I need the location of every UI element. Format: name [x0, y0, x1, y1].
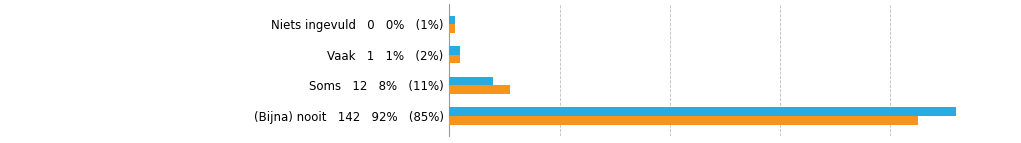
Bar: [449, 116, 918, 125]
Bar: [449, 77, 493, 85]
Bar: [449, 55, 460, 63]
Bar: [449, 24, 454, 33]
Bar: [449, 107, 957, 116]
Bar: [449, 85, 509, 94]
Bar: [449, 46, 460, 55]
Bar: [449, 16, 454, 24]
